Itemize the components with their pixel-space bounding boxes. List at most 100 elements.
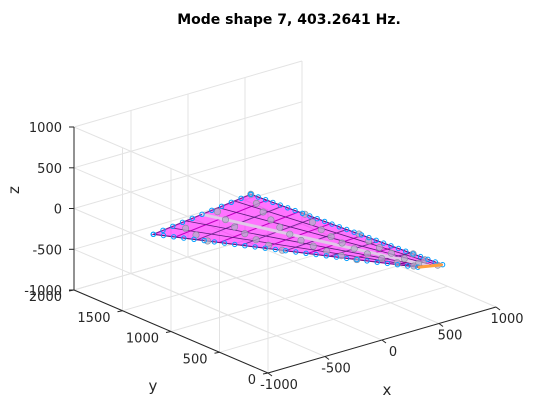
z-tick-label: 500 [37, 162, 62, 177]
mesh-edge-node [292, 207, 298, 214]
mesh-edge-node [270, 199, 276, 206]
mesh-node [214, 208, 222, 216]
mesh-edge-node [351, 229, 357, 235]
mesh-edge-node [211, 239, 218, 245]
mesh-node [338, 239, 346, 247]
x-axis-label: x [383, 381, 392, 399]
y-tick [214, 351, 220, 354]
mesh-edge-node [303, 250, 309, 257]
mesh-span-line [201, 212, 431, 268]
y-tick [165, 331, 172, 333]
y-axis-label: y [149, 377, 158, 395]
mesh-edge-node [150, 231, 157, 238]
mesh-node [400, 255, 408, 263]
mesh-edge-node [170, 223, 176, 230]
mesh-edge-node [323, 253, 329, 259]
mesh-edge-node [364, 258, 370, 264]
x-tick-label: 1000 [490, 312, 523, 327]
chart-title: Mode shape 7, 403.2641 Hz. [177, 12, 401, 28]
mesh-edge-node [329, 221, 335, 227]
wall-grid-z [73, 208, 269, 292]
mesh-edge-node [255, 194, 261, 200]
y-tick-label: 2000 [29, 290, 62, 305]
x-tick-label: -500 [321, 362, 351, 377]
mesh-edge-node [395, 245, 402, 252]
y-tick-label: 1000 [126, 332, 159, 347]
mesh-edge-node [242, 243, 248, 249]
x-tick [438, 323, 444, 327]
mesh-edge-node [380, 240, 387, 246]
z-tick-label: 0 [54, 203, 62, 218]
mesh-edge-node [181, 235, 187, 241]
x-tick [324, 356, 330, 360]
mesh-edge-node [160, 232, 167, 239]
mesh-edge-node [384, 260, 391, 267]
mesh-edge-node [285, 205, 291, 211]
mesh-edge-node [282, 248, 289, 254]
mesh-node [286, 230, 294, 238]
mesh-edge-node [191, 236, 197, 243]
mesh-edge-node [366, 234, 372, 241]
mesh-span-line [234, 200, 439, 266]
mesh-edge-node [262, 245, 268, 251]
mesh-node [317, 226, 325, 234]
mesh-edge-node [314, 216, 320, 222]
y-tick-label: 500 [183, 352, 208, 367]
tick-labels: -1000-500050010000500100015002000-1000-5… [24, 121, 523, 393]
mesh-edge-node [248, 191, 254, 198]
mesh-node [363, 250, 371, 258]
mesh-node [265, 241, 273, 249]
y-tick [262, 372, 269, 375]
mesh-edge-node [425, 256, 431, 262]
mesh-node [267, 216, 275, 224]
mesh-node [323, 247, 331, 255]
mesh-node [327, 233, 335, 241]
x-tick-label: -1000 [260, 378, 298, 393]
mesh-edge-node [405, 263, 411, 269]
mesh-node [259, 208, 267, 216]
mesh-edge-node [238, 195, 244, 202]
mesh-edge-node [344, 255, 350, 262]
mesh-edge-node [232, 241, 238, 248]
x-tick [381, 339, 387, 344]
mesh-edge-node [333, 254, 340, 260]
mesh-span-line [185, 220, 427, 267]
mesh-node [375, 244, 383, 252]
mesh-edge-node [358, 232, 365, 238]
mesh-node [252, 199, 260, 207]
mesh-edge-node [262, 197, 269, 203]
mesh-edge-node [313, 251, 319, 258]
mesh-edge-node [410, 251, 416, 257]
z-tick-label: -500 [32, 243, 62, 258]
mesh-node [387, 249, 395, 257]
mesh-edge-node [417, 253, 424, 260]
z-axis-label: z [5, 186, 23, 194]
wall-grid-z [73, 248, 269, 333]
y-tick [117, 310, 123, 313]
mesh-node [350, 245, 358, 253]
mesh-node [241, 230, 249, 238]
mesh-edge-node [179, 219, 186, 226]
mesh-edge-node [299, 210, 306, 217]
mesh-node [297, 236, 305, 244]
mesh-edge-node [160, 227, 166, 234]
mesh-edge-node [293, 249, 299, 255]
wall-grid-z2 [73, 142, 303, 209]
mesh-node [252, 236, 260, 244]
mesh-edge-node [218, 203, 225, 210]
mesh-node [222, 216, 230, 224]
mesh-edge-node [373, 237, 379, 244]
mesh-edge-node [336, 224, 342, 230]
mesh-node [378, 255, 386, 263]
mesh-edge-node [277, 202, 283, 208]
mesh-edge-node [228, 199, 235, 206]
mesh-edge-node [189, 215, 196, 222]
z-tick-label: 1000 [29, 121, 62, 136]
mesh-node [182, 224, 190, 232]
axes-box [68, 126, 501, 377]
mesh-edge-node [221, 240, 228, 246]
mesh-edge-node [354, 256, 360, 263]
mesh-edge-node [252, 244, 258, 250]
x-tick-label: 500 [438, 329, 463, 344]
